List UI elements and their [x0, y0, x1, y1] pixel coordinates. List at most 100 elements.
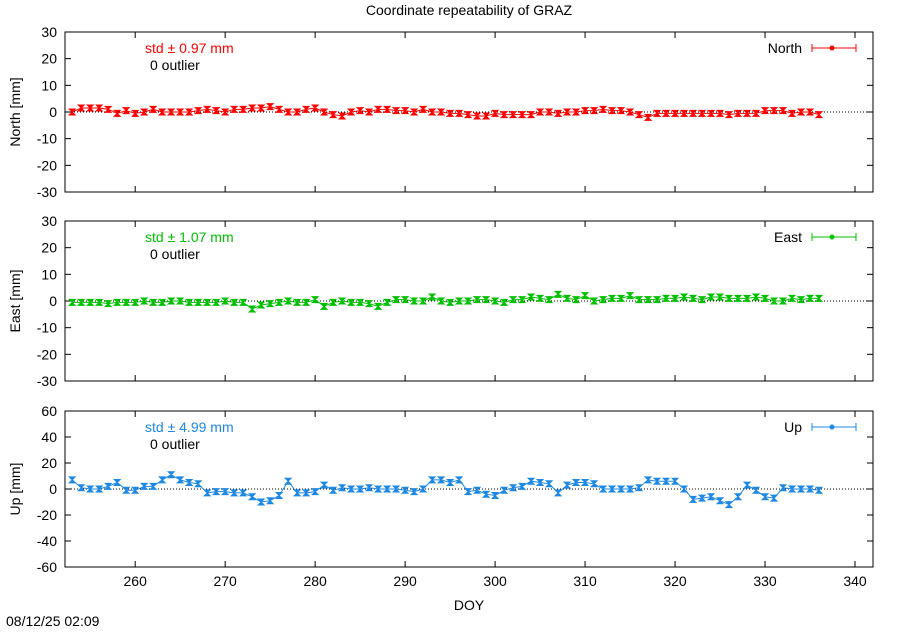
point [157, 298, 167, 306]
point [742, 481, 752, 489]
point [310, 104, 320, 112]
y-tick-label: 20 [41, 240, 57, 256]
point [778, 297, 788, 305]
point [175, 108, 185, 116]
point [391, 485, 401, 493]
point [76, 298, 86, 306]
point [607, 485, 617, 493]
point [382, 485, 392, 493]
series-line [72, 293, 820, 310]
point [535, 479, 545, 486]
point [787, 485, 797, 493]
point [319, 481, 329, 489]
point [94, 104, 104, 112]
point [229, 105, 239, 113]
point [256, 104, 266, 112]
point [751, 486, 761, 494]
y-tick-label: 0 [49, 481, 57, 497]
point [373, 485, 383, 493]
point [490, 492, 500, 499]
point [76, 104, 86, 112]
point [715, 293, 725, 301]
point [292, 298, 302, 306]
point [688, 495, 698, 503]
y-axis-label: East [mm] [7, 269, 23, 332]
point [400, 107, 410, 115]
y-tick-label: -40 [37, 533, 57, 549]
annotation: 0 outlier [150, 436, 200, 452]
point [355, 298, 365, 306]
point [796, 108, 806, 116]
point [283, 297, 293, 305]
point [139, 297, 149, 305]
annotation: std ± 0.97 mm [145, 40, 234, 56]
point [400, 486, 410, 494]
point [220, 108, 230, 116]
point [328, 486, 338, 494]
point [418, 105, 428, 113]
y-axis-label: North [mm] [7, 77, 23, 146]
point [769, 107, 779, 115]
point [535, 294, 545, 302]
point [526, 293, 536, 301]
point [652, 109, 662, 117]
point [265, 300, 275, 308]
point [301, 105, 311, 113]
point [508, 111, 518, 119]
point [814, 486, 824, 494]
point [337, 297, 347, 305]
point [193, 107, 203, 115]
point [625, 108, 635, 116]
point [112, 109, 122, 117]
point [634, 296, 644, 304]
point [553, 109, 563, 117]
point [517, 296, 527, 304]
point [526, 111, 536, 119]
point [67, 108, 77, 116]
point [292, 108, 302, 116]
x-tick-label: 310 [573, 573, 597, 589]
point [688, 294, 698, 302]
series-line [71, 106, 820, 118]
point [220, 488, 230, 496]
point [283, 108, 293, 116]
point [634, 484, 644, 492]
point [67, 298, 77, 306]
point [121, 298, 131, 306]
point [202, 105, 212, 113]
point [427, 293, 437, 301]
point [679, 293, 689, 301]
point [382, 298, 392, 306]
point [706, 293, 716, 301]
point [616, 294, 626, 302]
point [229, 298, 239, 306]
point [76, 484, 86, 492]
point [463, 297, 473, 305]
point [670, 109, 680, 117]
point [778, 107, 788, 115]
x-tick-label: 280 [303, 573, 327, 589]
point [706, 109, 716, 117]
point [760, 493, 770, 501]
point [535, 108, 545, 116]
point [769, 494, 779, 502]
point [796, 485, 806, 493]
y-tick-label: -20 [37, 346, 57, 362]
point [508, 484, 518, 492]
point [562, 108, 572, 116]
point [94, 485, 104, 493]
point [148, 298, 158, 306]
point [625, 485, 635, 493]
point [796, 296, 806, 304]
y-tick-label: 0 [49, 104, 57, 120]
annotation: std ± 4.99 mm [145, 419, 234, 435]
point [481, 296, 491, 304]
legend-label: East [774, 229, 802, 245]
point [733, 493, 743, 501]
point [571, 108, 581, 116]
point [715, 109, 725, 117]
y-tick-label: 40 [41, 429, 57, 445]
point [571, 479, 581, 486]
point [544, 480, 554, 488]
point [184, 108, 194, 116]
